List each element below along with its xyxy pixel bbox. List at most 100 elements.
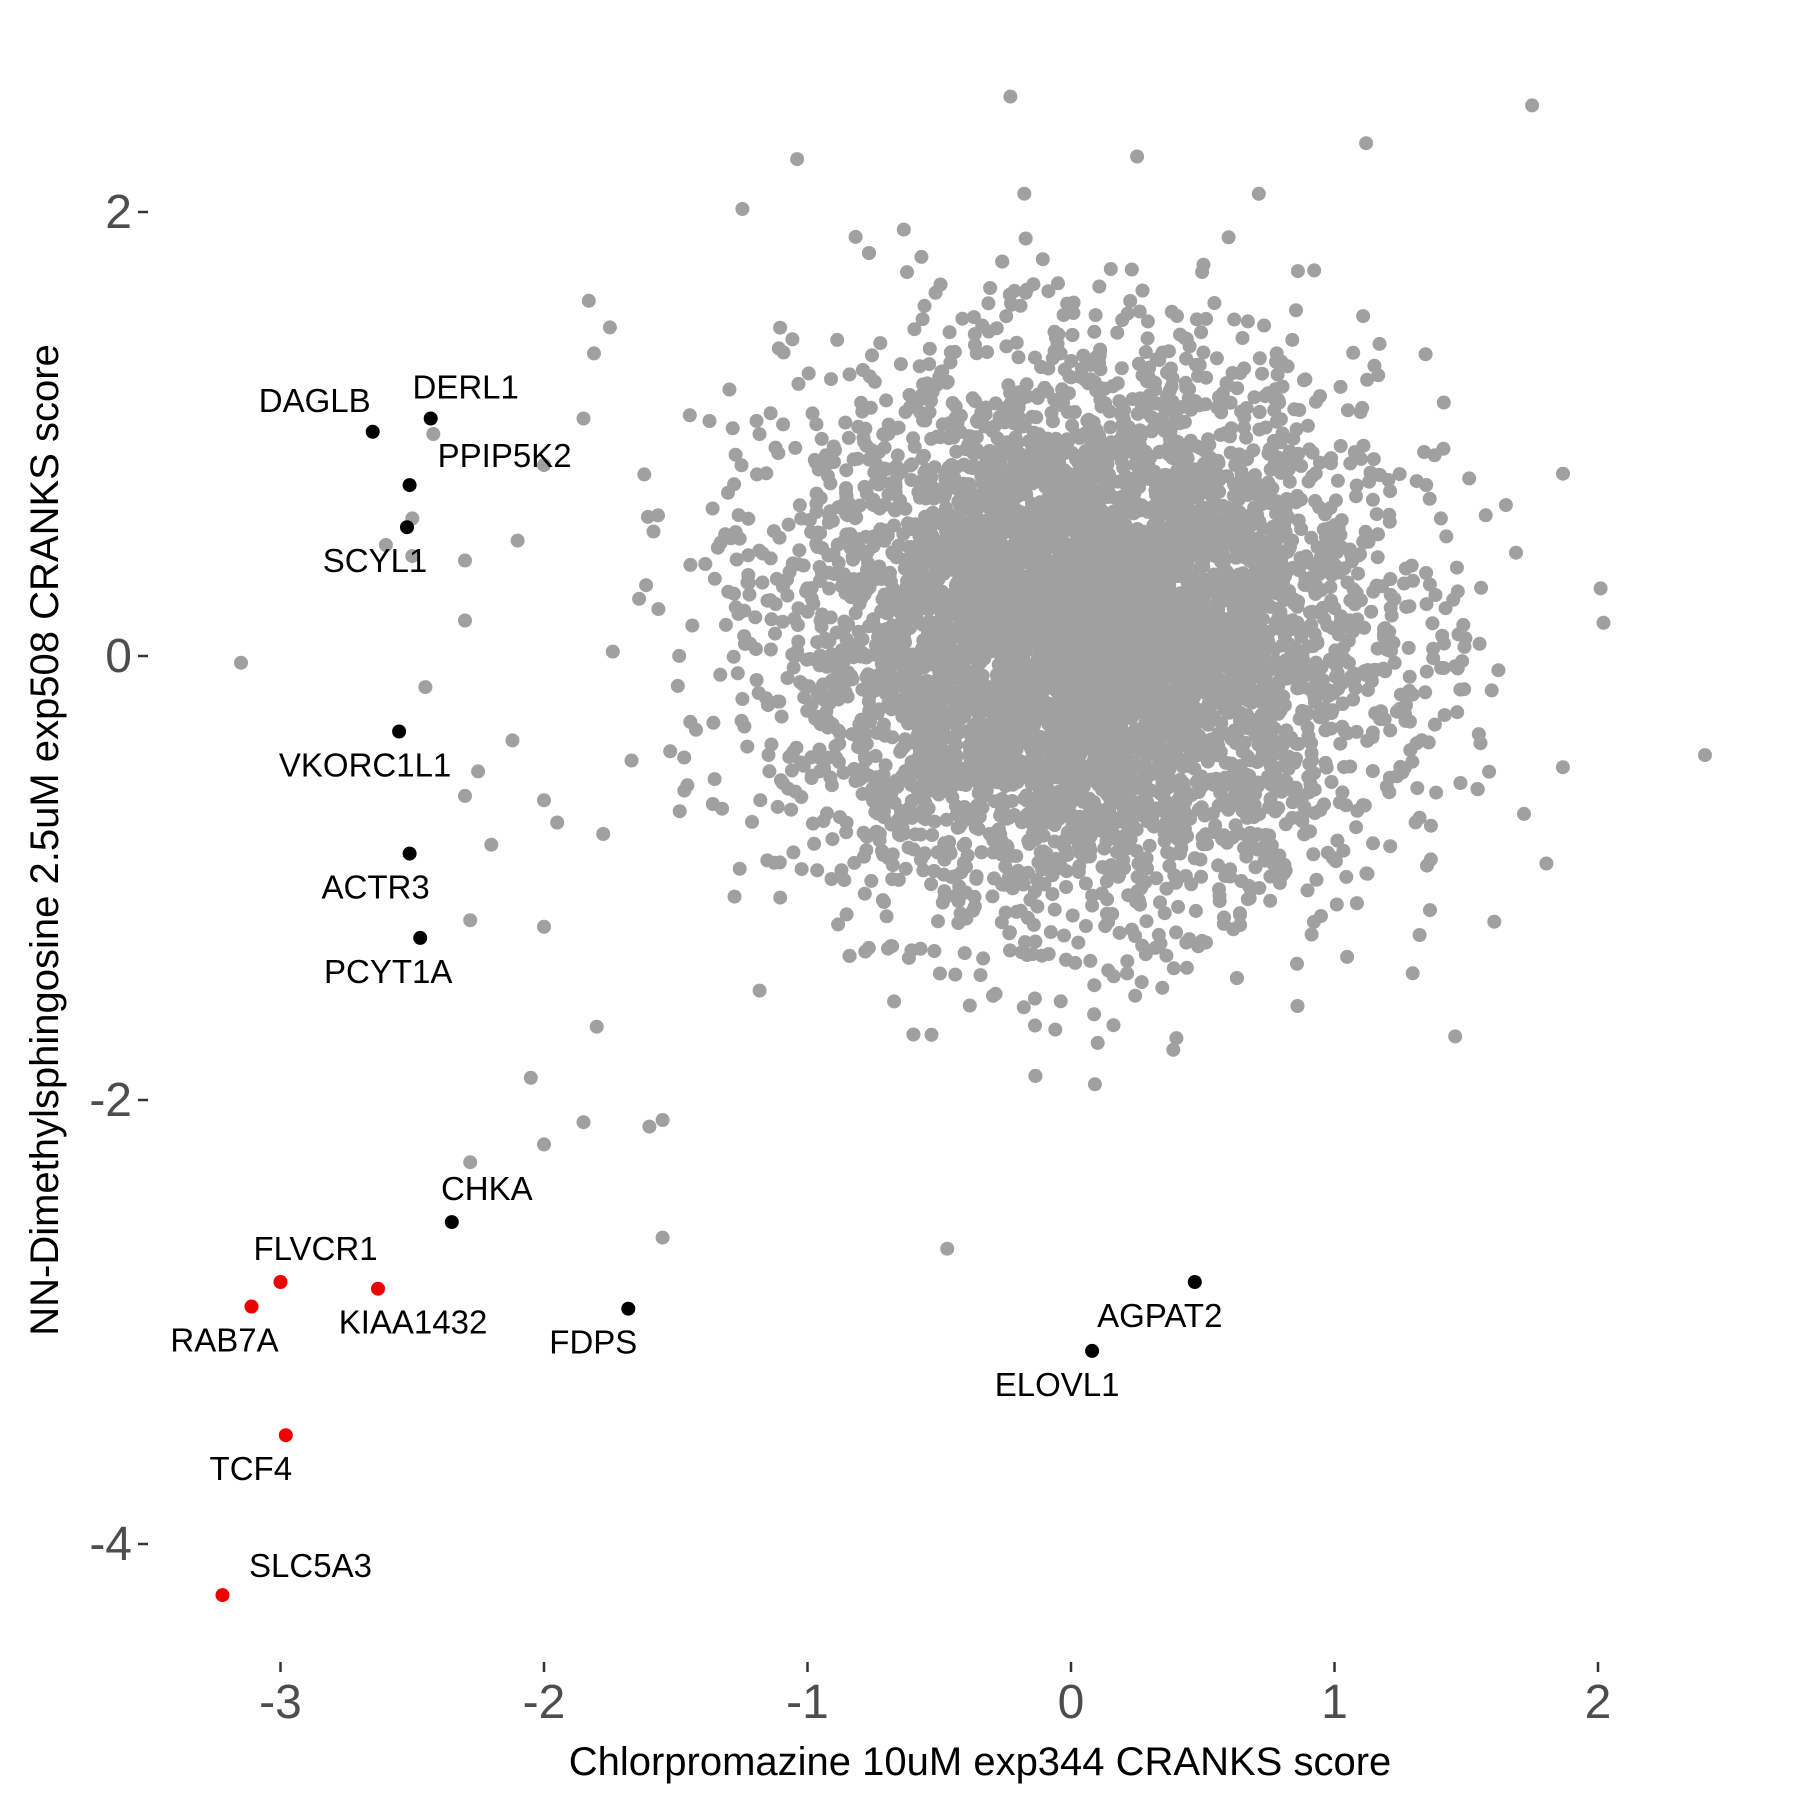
background-point bbox=[1372, 336, 1387, 351]
background-point bbox=[904, 473, 919, 487]
background-point bbox=[1412, 928, 1427, 942]
background-point bbox=[837, 614, 852, 629]
background-point bbox=[946, 664, 960, 679]
background-point bbox=[728, 600, 743, 615]
background-point bbox=[1027, 884, 1042, 899]
background-point bbox=[852, 717, 867, 732]
background-point bbox=[781, 517, 796, 532]
background-point bbox=[735, 692, 750, 706]
background-point bbox=[875, 844, 889, 858]
background-point bbox=[852, 634, 867, 649]
background-point bbox=[1365, 492, 1380, 507]
background-point bbox=[799, 652, 814, 667]
background-point bbox=[907, 439, 922, 454]
background-point bbox=[1387, 592, 1402, 607]
background-point bbox=[1133, 897, 1147, 912]
background-point bbox=[877, 796, 892, 811]
background-point bbox=[815, 607, 830, 622]
background-point bbox=[632, 591, 647, 606]
background-point bbox=[1196, 257, 1211, 272]
background-point bbox=[816, 814, 831, 828]
background-point bbox=[925, 828, 940, 842]
background-point bbox=[1040, 815, 1055, 830]
background-point bbox=[896, 527, 911, 542]
background-point bbox=[1265, 748, 1280, 763]
background-point bbox=[1178, 869, 1193, 883]
background-point bbox=[1291, 513, 1306, 528]
background-point bbox=[1211, 858, 1226, 873]
background-point bbox=[809, 504, 824, 519]
background-point bbox=[672, 804, 687, 819]
background-point bbox=[1382, 770, 1397, 785]
background-point bbox=[809, 486, 824, 501]
background-point bbox=[1418, 347, 1433, 362]
background-point bbox=[1462, 471, 1477, 486]
background-point bbox=[763, 551, 778, 566]
background-point bbox=[637, 467, 652, 482]
background-point bbox=[1335, 719, 1350, 734]
background-point bbox=[1154, 608, 1169, 623]
background-point bbox=[1003, 467, 1017, 482]
background-point bbox=[672, 648, 687, 663]
background-point bbox=[857, 886, 872, 901]
background-point bbox=[832, 736, 847, 751]
background-point bbox=[1383, 723, 1398, 738]
background-point bbox=[624, 753, 639, 768]
background-point bbox=[854, 591, 869, 606]
background-point bbox=[1419, 478, 1434, 492]
background-point bbox=[807, 836, 822, 851]
background-point bbox=[1365, 730, 1380, 744]
background-point bbox=[1213, 427, 1228, 442]
background-point bbox=[1003, 943, 1017, 958]
background-point bbox=[1063, 512, 1078, 527]
background-point bbox=[948, 967, 963, 982]
background-point bbox=[1134, 975, 1149, 990]
background-point bbox=[1060, 296, 1075, 311]
background-point bbox=[1142, 838, 1157, 853]
background-point bbox=[1329, 897, 1344, 912]
background-point bbox=[1140, 314, 1155, 329]
background-point bbox=[1333, 439, 1348, 453]
background-point bbox=[1101, 963, 1116, 978]
background-point bbox=[1360, 372, 1375, 387]
background-point bbox=[930, 845, 945, 860]
background-point bbox=[900, 265, 914, 280]
background-point bbox=[1090, 1035, 1105, 1050]
background-point bbox=[866, 497, 881, 512]
background-point bbox=[1304, 604, 1319, 619]
background-point bbox=[976, 951, 991, 966]
background-point bbox=[1028, 1018, 1042, 1033]
background-point bbox=[906, 842, 921, 857]
background-point bbox=[1417, 445, 1432, 459]
background-point bbox=[1270, 367, 1285, 382]
background-point bbox=[1162, 762, 1177, 777]
background-point bbox=[1102, 783, 1117, 798]
background-point bbox=[1247, 390, 1262, 405]
background-point bbox=[1267, 721, 1282, 736]
background-point bbox=[865, 348, 879, 363]
background-point bbox=[1304, 927, 1319, 942]
background-point bbox=[1169, 875, 1183, 890]
background-point bbox=[1078, 919, 1093, 933]
background-point bbox=[805, 406, 820, 421]
background-point bbox=[1115, 313, 1130, 327]
background-point bbox=[990, 775, 1005, 790]
background-point bbox=[1356, 438, 1371, 453]
background-point bbox=[762, 764, 777, 779]
background-point bbox=[914, 249, 929, 264]
background-point bbox=[753, 793, 768, 808]
background-point bbox=[1596, 615, 1611, 630]
background-point bbox=[891, 872, 906, 887]
background-point bbox=[1399, 599, 1414, 614]
background-point bbox=[1286, 431, 1301, 446]
background-point bbox=[1219, 376, 1234, 391]
background-point bbox=[745, 814, 759, 829]
background-point bbox=[1139, 914, 1154, 929]
background-point bbox=[1428, 588, 1443, 602]
background-point bbox=[725, 421, 740, 436]
background-point bbox=[1011, 350, 1026, 365]
background-point bbox=[853, 542, 868, 557]
background-point bbox=[1085, 898, 1100, 913]
background-point bbox=[1450, 705, 1465, 720]
background-point bbox=[852, 532, 867, 547]
